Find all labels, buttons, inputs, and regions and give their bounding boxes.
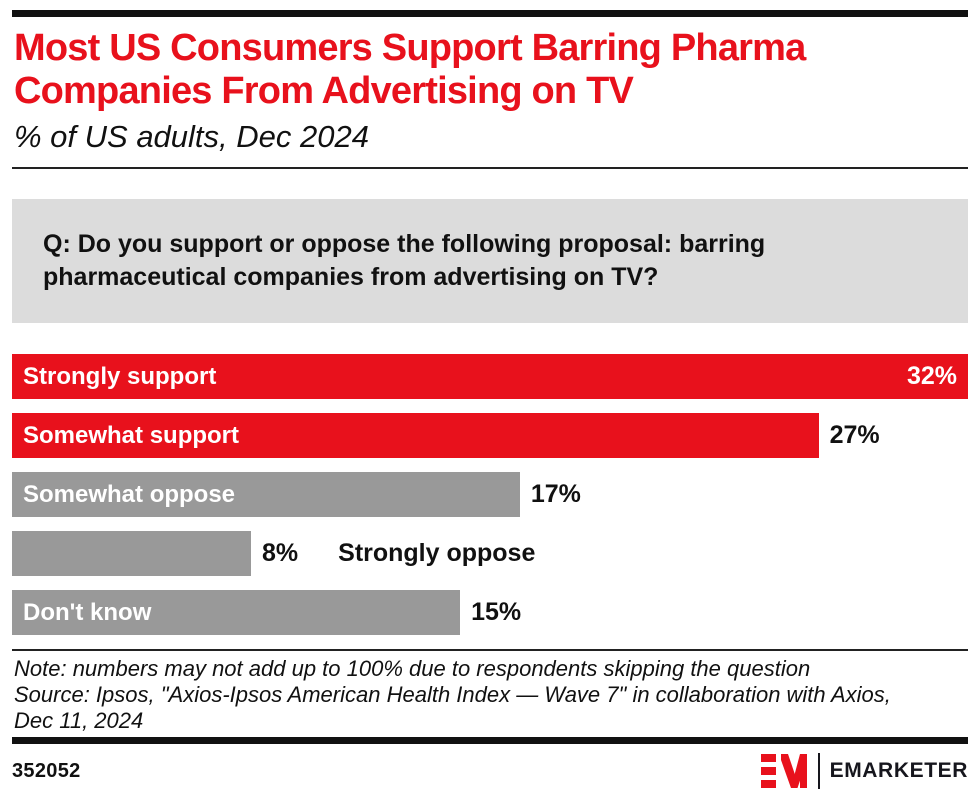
chart-title-line2: Companies From Advertising on TV [14, 70, 634, 112]
bar [12, 531, 251, 576]
chart-title-line1: Most US Consumers Support Barring Pharma [14, 27, 806, 69]
chart-id: 352052 [12, 759, 81, 782]
header-divider [12, 167, 968, 169]
logo-divider [817, 753, 820, 789]
em-monogram-icon [760, 754, 807, 788]
bar-row: Don't know 15% [12, 590, 968, 635]
bar-label: Strongly support [23, 362, 217, 390]
footnotes: Note: numbers may not add up to 100% due… [14, 656, 968, 734]
bar-label: Don't know [23, 598, 152, 626]
bar-chart: Strongly support 32% Somewhat support 27% So… [12, 354, 968, 635]
bottom-rule [12, 737, 968, 744]
bar-value: 15% [471, 598, 522, 626]
question-box: Q: Do you support or oppose the followin… [12, 199, 968, 323]
chart-subtitle: % of US adults, Dec 2024 [14, 119, 369, 154]
bar-label: Somewhat oppose [23, 480, 236, 508]
bar-row: Somewhat oppose 17% [12, 472, 968, 517]
bar: Don't know [12, 590, 461, 635]
bar-label: Strongly oppose [338, 539, 536, 567]
footnote-divider [12, 649, 968, 651]
bar-row: 8% Strongly oppose [12, 531, 968, 576]
source-text-line1: Source: Ipsos, "Axios-Ipsos American Hea… [14, 682, 891, 707]
question-text-line2: pharmaceutical companies from advertisin… [43, 263, 659, 291]
bar-value: 8% [262, 539, 299, 567]
bar-value: 17% [530, 480, 581, 508]
bar: Somewhat oppose [12, 472, 520, 517]
top-rule [12, 10, 968, 17]
source-text-line2: Dec 11, 2024 [14, 708, 144, 733]
emarketer-logo: EMARKETER [760, 753, 968, 789]
bar: Strongly support 32% [12, 354, 968, 399]
footer-bar: 352052 EMARKETER [12, 753, 968, 789]
bar-value: 32% [906, 362, 957, 390]
bar-label: Somewhat support [23, 421, 240, 449]
bar-row: Somewhat support 27% [12, 413, 968, 458]
bar: Somewhat support [12, 413, 819, 458]
question-text-line1: Q: Do you support or oppose the followin… [43, 230, 766, 258]
bar-row: Strongly support 32% [12, 354, 968, 399]
logo-wordmark: EMARKETER [829, 759, 968, 782]
chart-title: Most US Consumers Support Barring Pharma… [14, 27, 968, 113]
note-text: Note: numbers may not add up to 100% due… [14, 656, 811, 681]
bar-value: 27% [829, 421, 880, 449]
